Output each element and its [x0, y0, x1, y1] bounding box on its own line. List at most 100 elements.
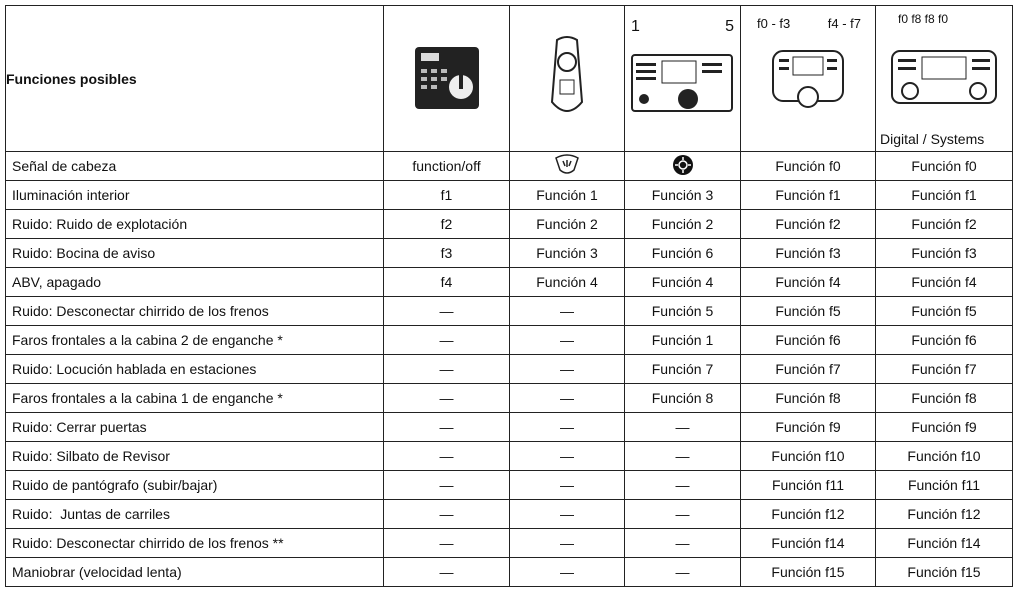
row-label: Ruido: Ruido de explotación	[5, 209, 384, 239]
cell: —	[383, 412, 510, 442]
cell: —	[624, 470, 741, 500]
table-row: Ruido: Juntas de carriles — — — Función f12 F…	[5, 499, 1013, 529]
cell: Función f15	[875, 557, 1013, 587]
cell: —	[509, 470, 625, 500]
table-row: Ruido: Silbato de Revisor — — — Función f10 F…	[5, 441, 1013, 471]
table-row: Ruido: Ruido de explotación f2 Función 2 Fu…	[5, 209, 1013, 239]
cell: function/off	[383, 151, 510, 181]
cell: f2	[383, 209, 510, 239]
table-row: Ruido: Cerrar puertas — — — Función f9 Funció…	[5, 412, 1013, 442]
cell: —	[383, 499, 510, 529]
cell: Función f6	[875, 325, 1013, 355]
cell: Función 3	[509, 238, 625, 268]
cell: Función 2	[509, 209, 625, 239]
cell: —	[624, 499, 741, 529]
cell: —	[509, 528, 625, 558]
light-icon	[509, 151, 625, 181]
cell: f4	[383, 267, 510, 297]
cell: f3	[383, 238, 510, 268]
cell: Función f8	[875, 383, 1013, 413]
cell: —	[383, 354, 510, 384]
cell: —	[383, 383, 510, 413]
cell: Función f14	[875, 528, 1013, 558]
cell: Función 1	[509, 180, 625, 210]
cell: Función 4	[509, 267, 625, 297]
cell: —	[509, 412, 625, 442]
cell: Función f7	[740, 354, 876, 384]
cell: —	[624, 557, 741, 587]
digital-keys: f0 f8 f8 f0	[898, 12, 949, 26]
table-row: Faros frontales a la cabina 1 de enganch…	[5, 383, 1013, 413]
table-row: Ruido: Bocina de aviso f3 Función 3 Función…	[5, 238, 1013, 268]
cell: Función f9	[740, 412, 876, 442]
cell: —	[624, 441, 741, 471]
cell: —	[509, 296, 625, 326]
mobile-station-icon: f0 - f3 f4 - f7	[740, 5, 876, 152]
cell: Función f5	[740, 296, 876, 326]
cell: Función f0	[875, 151, 1013, 181]
cell: —	[383, 470, 510, 500]
row-label: Ruido: Desconectar chirrido de los freno…	[5, 296, 384, 326]
row-label: Maniobrar (velocidad lenta)	[5, 557, 384, 587]
digital-icon: f0 f8 f8 f0 Digital / Systems	[875, 5, 1013, 152]
cell: Función f12	[875, 499, 1013, 529]
cell: Función f9	[875, 412, 1013, 442]
table-row: Ruido: Locución hablada en estaciones — — F…	[5, 354, 1013, 384]
cell: —	[383, 557, 510, 587]
header-title: Funciones posibles	[5, 5, 384, 152]
cell: Función f3	[740, 238, 876, 268]
cell: Función f10	[740, 441, 876, 471]
table-row: Señal de cabeza function/off Función f0 …	[5, 151, 1013, 181]
cell: —	[509, 354, 625, 384]
mobile-right-keys: f4 - f7	[827, 16, 861, 31]
mobile-left-keys: f0 - f3	[757, 16, 791, 31]
row-label: Ruido: Bocina de aviso	[5, 238, 384, 268]
cell: Función f8	[740, 383, 876, 413]
cell: Función f1	[875, 180, 1013, 210]
table-row: Ruido: Desconectar chirrido de los freno…	[5, 296, 1013, 326]
handheld-icon	[509, 5, 625, 152]
cell: Función f12	[740, 499, 876, 529]
row-label: Ruido: Desconectar chirrido de los freno…	[5, 528, 384, 558]
row-label: ABV, apagado	[5, 267, 384, 297]
cell: —	[383, 528, 510, 558]
cell: Función f4	[875, 267, 1013, 297]
cell: Función 1	[624, 325, 741, 355]
cell: —	[509, 557, 625, 587]
table-row: Ruido: Desconectar chirrido de los freno…	[5, 528, 1013, 558]
cell: —	[383, 441, 510, 471]
cell: —	[509, 325, 625, 355]
cell: Función 4	[624, 267, 741, 297]
cell: Función f15	[740, 557, 876, 587]
table-row: Faros frontales a la cabina 2 de enganch…	[5, 325, 1013, 355]
cell: Función f7	[875, 354, 1013, 384]
cell: Función f1	[740, 180, 876, 210]
table-row: Maniobrar (velocidad lenta) — — — Función f1…	[5, 557, 1013, 587]
cell: Función 8	[624, 383, 741, 413]
cell: —	[383, 296, 510, 326]
cell: —	[624, 528, 741, 558]
cell: Función 7	[624, 354, 741, 384]
cell: Función 6	[624, 238, 741, 268]
cell: Función f3	[875, 238, 1013, 268]
light-icon	[624, 151, 741, 181]
cell: Función 2	[624, 209, 741, 239]
row-label: Faros frontales a la cabina 2 de enganch…	[5, 325, 384, 355]
cell: Función f2	[875, 209, 1013, 239]
cell: Función f6	[740, 325, 876, 355]
table-row: Iluminación interior f1 Función 1 Función 3…	[5, 180, 1013, 210]
row-label: Faros frontales a la cabina 1 de enganch…	[5, 383, 384, 413]
cell: Función 3	[624, 180, 741, 210]
row-label: Ruido: Silbato de Revisor	[5, 441, 384, 471]
row-label: Ruido: Cerrar puertas	[5, 412, 384, 442]
table-row: ABV, apagado f4 Función 4 Función 4 Función …	[5, 267, 1013, 297]
cell: Función f14	[740, 528, 876, 558]
cell: Función f4	[740, 267, 876, 297]
table-row: Ruido de pantógrafo (subir/bajar) — — — Func…	[5, 470, 1013, 500]
cell: Función f2	[740, 209, 876, 239]
cell: Función f10	[875, 441, 1013, 471]
cell: f1	[383, 180, 510, 210]
